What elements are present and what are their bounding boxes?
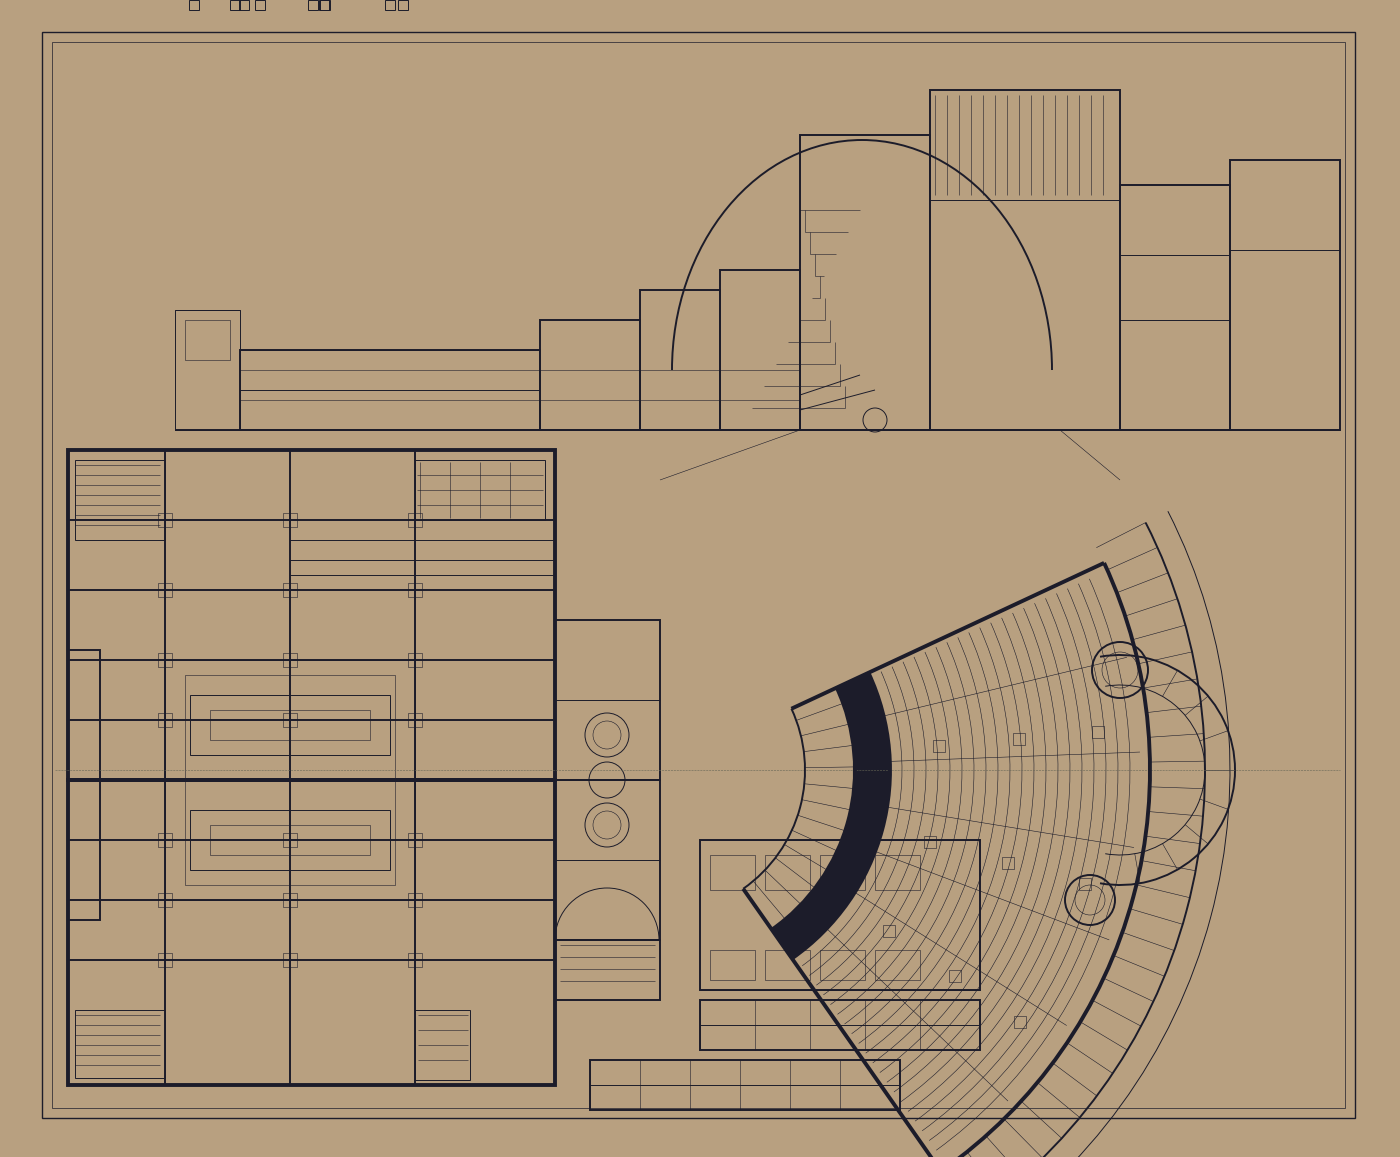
- Bar: [932, 739, 945, 752]
- Bar: [189, 0, 199, 10]
- Bar: [319, 0, 329, 10]
- Bar: [231, 0, 241, 10]
- Bar: [949, 971, 960, 982]
- Bar: [210, 825, 370, 855]
- Bar: [175, 310, 239, 430]
- Bar: [883, 924, 896, 937]
- Bar: [710, 855, 755, 890]
- Bar: [385, 0, 395, 10]
- Bar: [283, 513, 297, 526]
- Bar: [283, 713, 297, 727]
- Bar: [283, 953, 297, 967]
- Bar: [407, 893, 421, 907]
- Bar: [190, 810, 391, 870]
- Bar: [407, 713, 421, 727]
- Bar: [399, 0, 409, 10]
- Bar: [720, 270, 799, 430]
- Bar: [414, 1010, 470, 1079]
- Bar: [799, 135, 930, 430]
- Bar: [69, 780, 554, 1085]
- Bar: [554, 620, 659, 780]
- Bar: [321, 0, 330, 10]
- Bar: [308, 0, 318, 10]
- Bar: [875, 855, 920, 890]
- Bar: [640, 290, 720, 430]
- Bar: [239, 0, 249, 10]
- Bar: [700, 1000, 980, 1051]
- Bar: [158, 583, 172, 597]
- Bar: [554, 780, 659, 939]
- Bar: [283, 833, 297, 847]
- Bar: [158, 833, 172, 847]
- Bar: [540, 320, 640, 430]
- Bar: [283, 653, 297, 666]
- Bar: [1120, 185, 1231, 430]
- Bar: [930, 90, 1120, 430]
- Bar: [1015, 1016, 1026, 1029]
- Bar: [165, 659, 414, 900]
- Bar: [407, 953, 421, 967]
- Bar: [1092, 725, 1105, 738]
- Bar: [1012, 732, 1025, 745]
- Bar: [283, 583, 297, 597]
- Bar: [210, 710, 370, 740]
- Bar: [185, 675, 395, 885]
- Bar: [190, 695, 391, 756]
- Bar: [1002, 857, 1014, 869]
- Bar: [924, 837, 937, 848]
- Bar: [875, 950, 920, 980]
- Bar: [764, 855, 811, 890]
- Bar: [764, 950, 811, 980]
- Bar: [407, 583, 421, 597]
- Bar: [255, 0, 265, 10]
- Bar: [407, 653, 421, 666]
- Bar: [185, 320, 230, 360]
- Bar: [158, 513, 172, 526]
- Bar: [76, 460, 165, 540]
- Bar: [158, 653, 172, 666]
- Bar: [69, 650, 99, 920]
- Bar: [69, 450, 554, 780]
- Bar: [1231, 160, 1340, 430]
- Bar: [820, 950, 865, 980]
- Bar: [414, 460, 545, 519]
- Bar: [589, 1060, 900, 1110]
- Bar: [554, 939, 659, 1000]
- Bar: [407, 833, 421, 847]
- Bar: [700, 840, 980, 990]
- Bar: [158, 893, 172, 907]
- Bar: [239, 351, 540, 430]
- Bar: [76, 1010, 165, 1078]
- Bar: [407, 513, 421, 526]
- Bar: [1079, 878, 1091, 890]
- Bar: [158, 953, 172, 967]
- Bar: [710, 950, 755, 980]
- Wedge shape: [771, 673, 890, 958]
- Bar: [820, 855, 865, 890]
- Bar: [158, 713, 172, 727]
- Bar: [283, 893, 297, 907]
